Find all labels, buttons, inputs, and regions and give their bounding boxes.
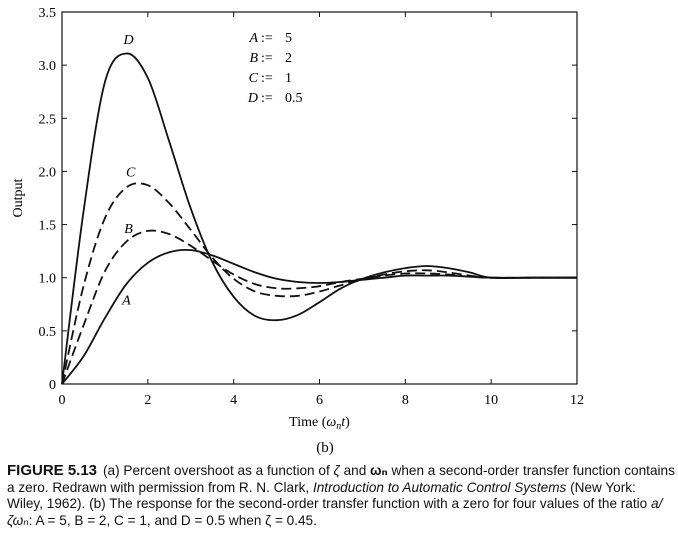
x-tick-label: 0 [59, 393, 66, 408]
y-axis-label: Output [11, 178, 26, 217]
legend-entry: C:= 1 [249, 71, 292, 86]
x-axis-ticks: 0 2 4 6 8 10 12 [59, 12, 584, 408]
legend-variable: D [247, 91, 258, 106]
chart-axes [61, 11, 578, 385]
legend-variable: B [249, 51, 258, 66]
curve-labels: A B C D [121, 33, 136, 308]
y-tick-label: 3.0 [39, 59, 57, 74]
plot-frame [61, 11, 578, 385]
legend-value: 0.5 [285, 91, 303, 106]
y-tick-label: 0.5 [39, 325, 57, 340]
ratio-legend: A:= 5B:= 2C:= 1D:= 0.5 [247, 31, 303, 106]
book-title: Introduction to Automatic Control System… [312, 479, 567, 495]
y-axis-ticks: 0 0.5 1.0 1.5 2.0 2.5 3.0 3.5 [39, 6, 577, 393]
y-tick-label: 0 [49, 378, 56, 393]
legend-variable: A [248, 31, 258, 46]
x-axis-label: Time (ωnt) [289, 415, 350, 432]
legend-entry: A:= 5 [248, 31, 292, 46]
curve-a [61, 248, 577, 385]
legend-entry: D:= 0.5 [247, 91, 303, 106]
subfigure-label: (b) [316, 440, 334, 456]
y-tick-label: 1.5 [39, 219, 57, 234]
curve-label-a: A [121, 293, 131, 308]
curve-b [61, 229, 577, 385]
y-tick-label: 2.0 [39, 165, 57, 180]
series-curves [61, 52, 577, 385]
curve-label-c: C [126, 166, 136, 181]
y-tick-label: 1.0 [39, 272, 57, 287]
legend-operator: := [261, 91, 273, 106]
x-tick-label: 10 [484, 393, 498, 408]
curve-d [61, 52, 577, 385]
legend-operator: := [261, 51, 273, 66]
curve-label-b: B [124, 222, 133, 237]
x-tick-label: 8 [402, 393, 409, 408]
y-tick-label: 3.5 [39, 6, 57, 21]
legend-value: 2 [285, 51, 292, 66]
legend-operator: := [261, 71, 273, 86]
legend-value: 5 [285, 31, 292, 46]
x-tick-label: 12 [570, 393, 584, 408]
curve-c [61, 182, 577, 385]
figure-number: FIGURE 5.13 [7, 462, 98, 479]
legend-operator: := [261, 31, 273, 46]
x-tick-label: 2 [144, 393, 151, 408]
legend-variable: C [249, 71, 259, 86]
legend-entry: B:= 2 [249, 51, 292, 66]
legend-value: 1 [285, 71, 292, 86]
x-tick-label: 6 [316, 393, 323, 408]
figure-caption: FIGURE 5.13 (a) Percent overshoot as a fu… [7, 462, 675, 528]
x-tick-label: 4 [230, 393, 237, 408]
y-tick-label: 2.5 [39, 112, 57, 127]
curve-label-d: D [122, 33, 133, 48]
